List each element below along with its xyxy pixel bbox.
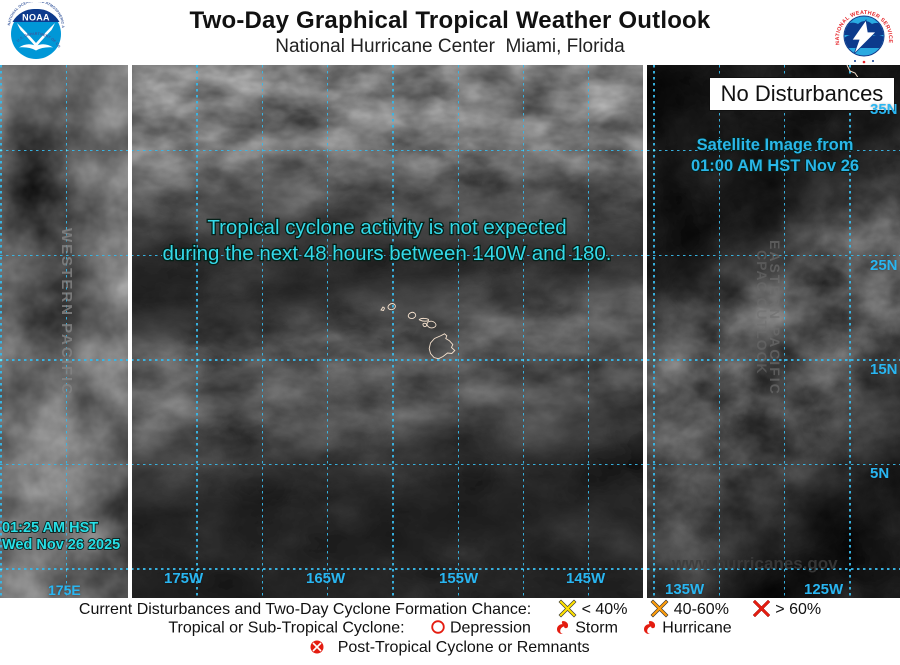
svg-text:NOAA: NOAA	[22, 13, 50, 23]
